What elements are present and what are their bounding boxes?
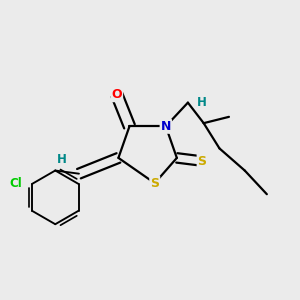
Text: H: H [57,153,67,166]
Text: S: S [150,177,159,190]
Text: Cl: Cl [10,177,22,190]
Text: S: S [198,154,207,168]
Text: H: H [197,96,207,109]
Text: O: O [112,88,122,101]
Text: N: N [160,120,171,133]
